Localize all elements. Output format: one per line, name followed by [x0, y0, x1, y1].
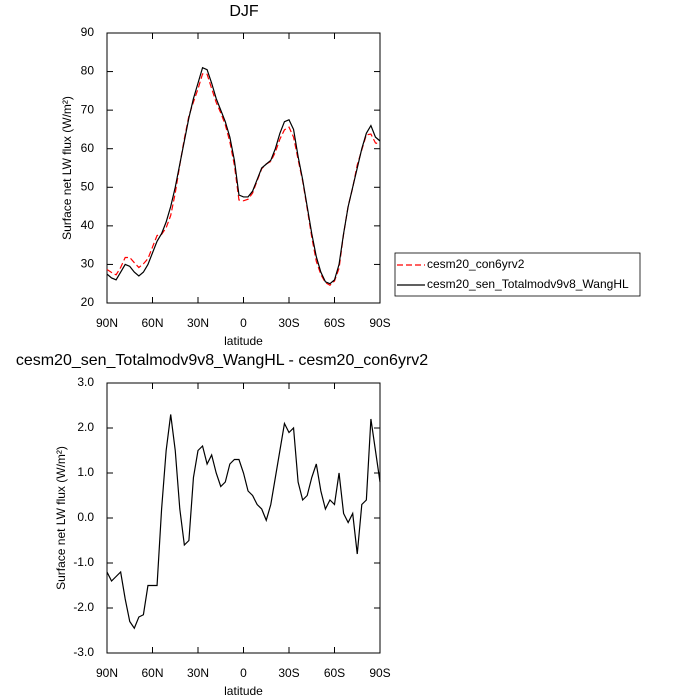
y-tick-label: 40 [81, 218, 95, 232]
y-tick-label: 30 [81, 257, 95, 271]
x-tick-label: 30S [278, 316, 299, 330]
y-tick-label: 3.0 [77, 375, 94, 389]
chart-title: DJF [229, 3, 259, 20]
y-tick-label: -2.0 [73, 600, 94, 614]
y-axis-label: Surface net LW flux (W/m²) [60, 96, 74, 240]
y-tick-label: 70 [81, 102, 95, 116]
y-tick-label: -3.0 [73, 645, 94, 659]
y-tick-label: 0.0 [77, 510, 94, 524]
x-tick-label: 30S [278, 666, 299, 680]
x-tick-label: 90N [96, 666, 118, 680]
y-tick-label: 1.0 [77, 465, 94, 479]
x-tick-label: 60N [141, 666, 163, 680]
legend-box [394, 252, 641, 297]
line-series [106, 66, 381, 285]
x-tick-label: 90S [369, 666, 390, 680]
x-axis-label: latitude [224, 334, 263, 348]
x-tick-label: 60N [141, 316, 163, 330]
x-tick-label: 60S [324, 666, 345, 680]
x-tick-label: 30N [187, 316, 209, 330]
legend-label: cesm20_sen_Totalmodv9v8_WangHL [427, 277, 629, 291]
x-tick-label: 90N [96, 316, 118, 330]
y-tick-label: 50 [81, 179, 95, 193]
y-axis-label: Surface net LW flux (W/m²) [54, 446, 68, 590]
x-tick-label: 30N [187, 666, 209, 680]
x-tick-label: 60S [324, 316, 345, 330]
line-series [106, 73, 381, 287]
y-tick-label: 2.0 [77, 420, 94, 434]
x-tick-label: 0 [240, 316, 247, 330]
legend-label: cesm20_con6yrv2 [427, 257, 525, 271]
plot-frame [106, 32, 381, 304]
chart-title: cesm20_sen_Totalmodv9v8_WangHL - cesm20_… [16, 352, 428, 369]
y-tick-label: 80 [81, 64, 95, 78]
x-tick-label: 0 [240, 666, 247, 680]
plot-frame [106, 382, 381, 654]
x-tick-label: 90S [369, 316, 390, 330]
line-series [106, 414, 381, 630]
y-tick-label: 20 [81, 295, 95, 309]
y-tick-label: -1.0 [73, 555, 94, 569]
x-axis-label: latitude [224, 684, 263, 698]
y-tick-label: 90 [81, 25, 95, 39]
y-tick-label: 60 [81, 141, 95, 155]
